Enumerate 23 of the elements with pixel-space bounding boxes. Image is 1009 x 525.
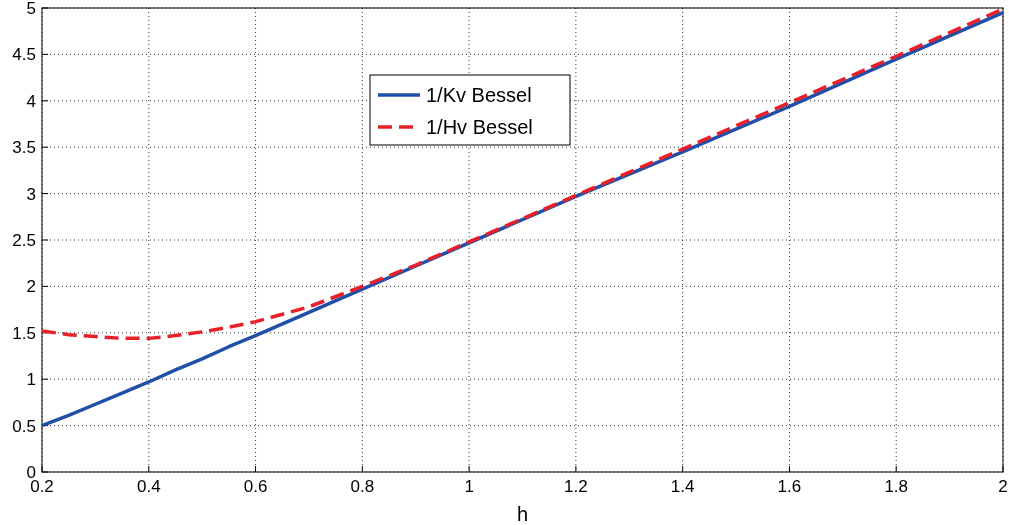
x-tick-label: 1.8	[884, 477, 909, 496]
y-tick-label: 0.5	[12, 416, 36, 436]
y-tick-label: 5	[26, 0, 36, 18]
x-axis-title: h	[516, 503, 529, 525]
y-tick-label: 3	[26, 184, 36, 204]
y-tick-label: 4	[26, 91, 36, 111]
x-tick-label: 1.6	[777, 477, 802, 496]
x-tick-label: 1.4	[670, 477, 695, 496]
x-tick-label: 1.2	[564, 477, 588, 496]
y-tick-label: 1	[26, 370, 36, 390]
x-tick-label: 0.4	[136, 477, 161, 496]
y-tick-label: 2.5	[12, 231, 36, 250]
x-tick-label: 2	[998, 477, 1008, 496]
x-tick-label: 0.6	[243, 477, 268, 496]
y-tick-label: 3.5	[12, 138, 36, 158]
y-tick-label: 1.5	[12, 323, 36, 343]
legend-label: 1/Kv Bessel	[426, 84, 532, 106]
x-tick-label: 0.8	[350, 477, 375, 496]
y-tick-label: 4.5	[12, 45, 36, 65]
x-tick-label: 1	[464, 477, 474, 496]
x-tick-label: 0.2	[30, 477, 54, 496]
legend-label: 1/Hv Bessel	[426, 116, 533, 138]
y-tick-label: 2	[26, 277, 36, 297]
